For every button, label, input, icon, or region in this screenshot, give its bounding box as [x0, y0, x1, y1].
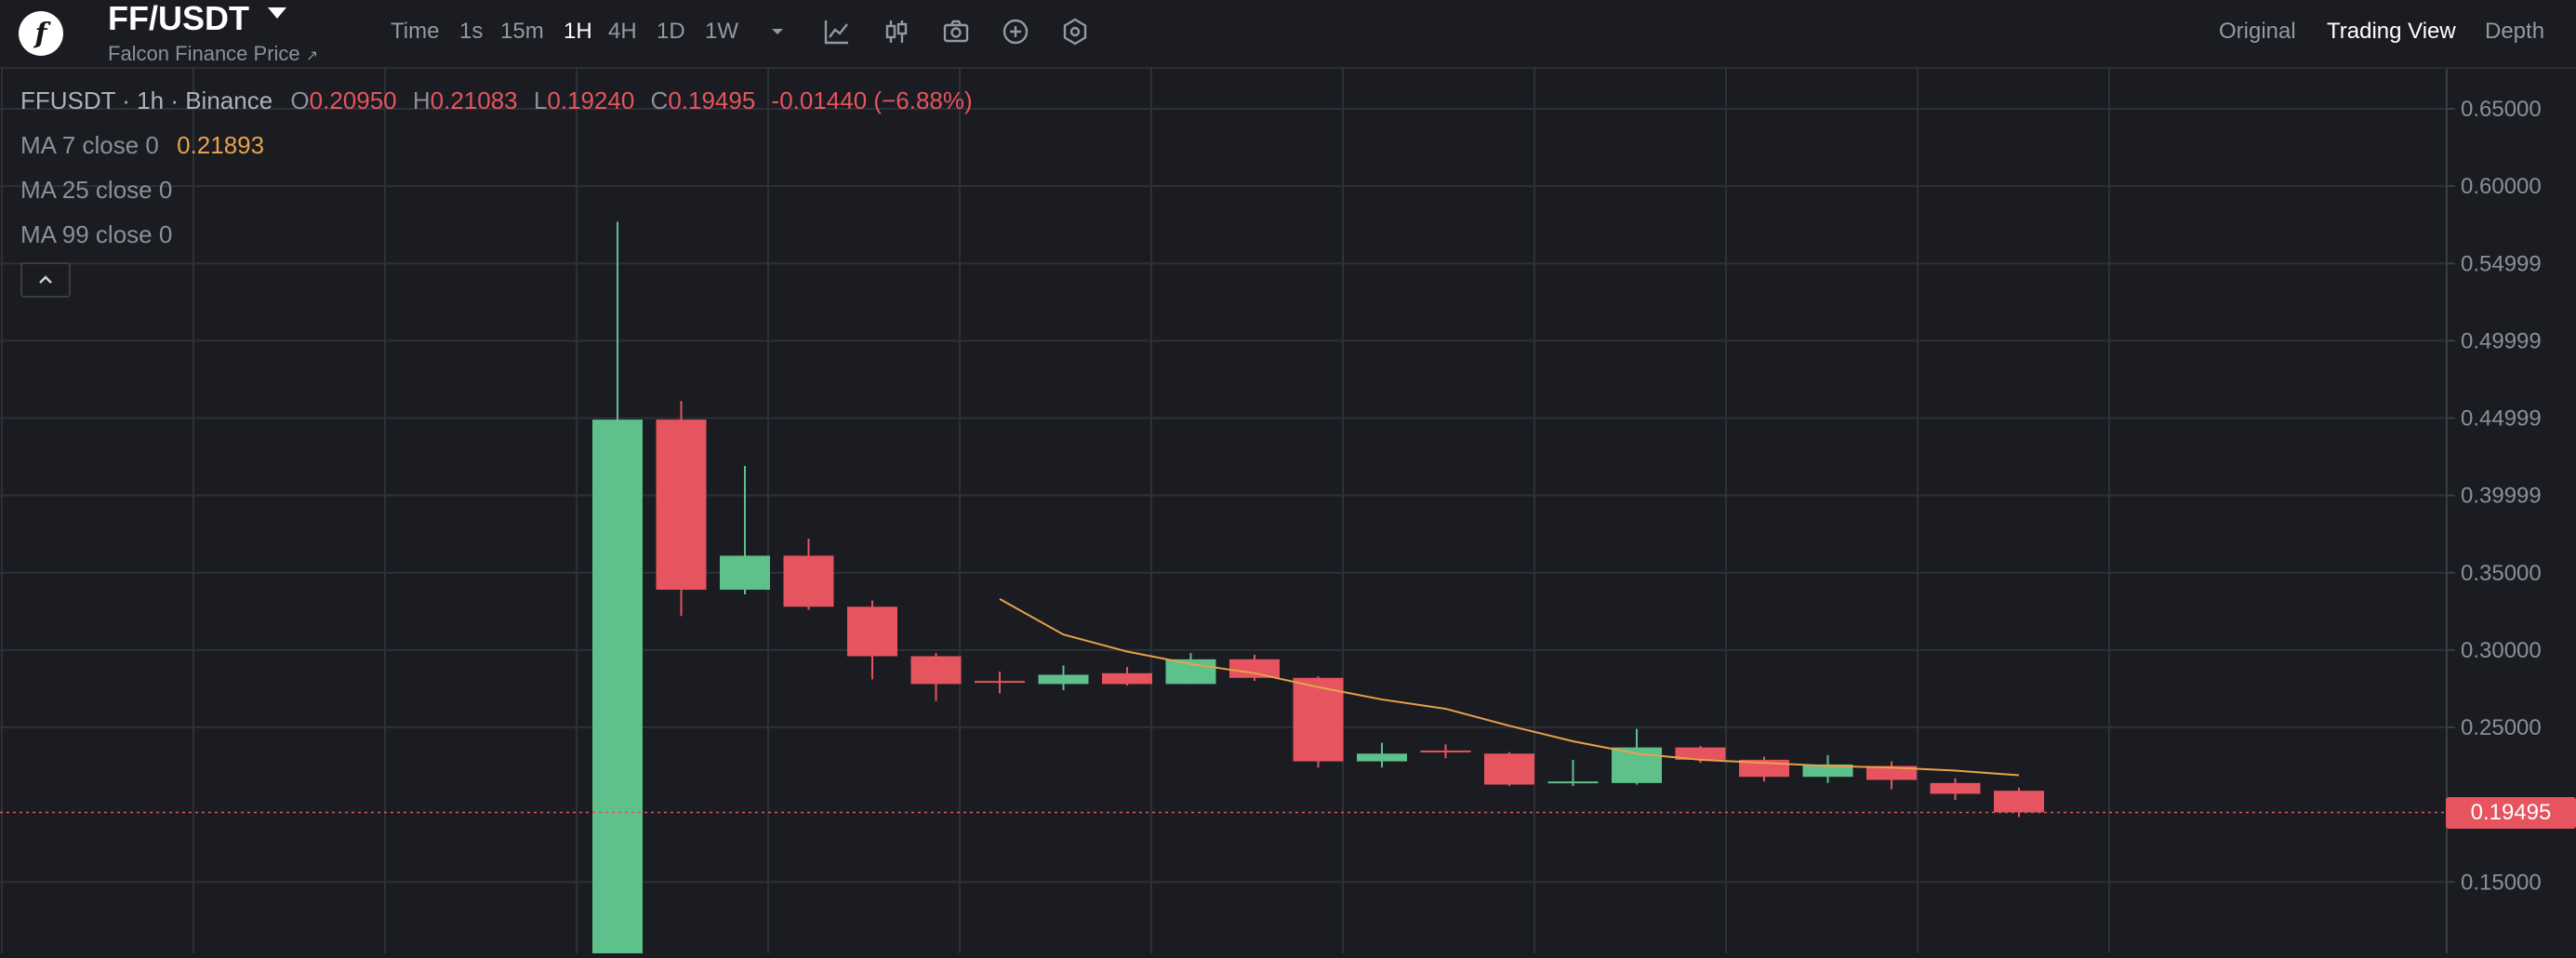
- candle-body-down: [1930, 782, 1981, 794]
- collapse-legend-button[interactable]: [20, 262, 71, 298]
- falcon-finance-logo-icon: f: [19, 11, 63, 56]
- view-trading-view-tab[interactable]: Trading View: [2327, 19, 2456, 44]
- open-value: 0.20950: [309, 86, 397, 114]
- view-original-tab[interactable]: Original: [2219, 19, 2296, 44]
- price-axis[interactable]: 0.65000 0.60000 0.54999 0.49999 0.44999 0.399…: [2446, 69, 2576, 953]
- price-page-link-label: Falcon Finance Price: [108, 42, 300, 65]
- candle-body-down: [975, 681, 1025, 684]
- change-value: -0.01440 (−6.88%): [771, 86, 973, 114]
- pair-selector[interactable]: FF/USDT: [108, 0, 249, 37]
- candle-body-down: [1229, 659, 1280, 678]
- ma7-line: [999, 598, 2020, 777]
- y-tick-label: 0.39999: [2461, 484, 2542, 509]
- add-icon[interactable]: [1001, 17, 1030, 47]
- candle-type-icon[interactable]: [882, 17, 911, 47]
- ohlc-legend: FFUSDT · 1h · Binance O0.20950 H0.21083 …: [20, 85, 973, 116]
- ma25-legend[interactable]: MA 25 close 0: [20, 174, 172, 206]
- more-timeframes-chevron-icon[interactable]: [763, 17, 792, 47]
- settings-hex-icon[interactable]: [1060, 17, 1090, 47]
- low-label: L: [533, 86, 548, 114]
- candle-body-down: [1293, 677, 1344, 762]
- candle-body-up: [592, 419, 643, 953]
- close-label: C: [650, 86, 669, 114]
- tab-15m[interactable]: 15m: [500, 19, 544, 44]
- y-tick-label: 0.44999: [2461, 406, 2542, 432]
- ma7-label: MA 7 close 0: [20, 131, 159, 159]
- tab-1w[interactable]: 1W: [705, 19, 738, 44]
- candle-body-down: [783, 555, 834, 607]
- candle-body-up: [1357, 753, 1407, 762]
- candlestick-chart[interactable]: [0, 69, 2446, 953]
- candle-body-down: [656, 419, 707, 591]
- candle-body-down: [1866, 765, 1917, 780]
- view-depth-tab[interactable]: Depth: [2485, 19, 2545, 44]
- close-value: 0.19495: [668, 86, 756, 114]
- y-tick-label: 0.30000: [2461, 638, 2542, 663]
- ma99-label: MA 99 close 0: [20, 220, 173, 248]
- y-tick-label: 0.35000: [2461, 561, 2542, 586]
- low-value: 0.19240: [547, 86, 635, 114]
- tab-4h[interactable]: 4H: [608, 19, 637, 44]
- indicator-icon[interactable]: [822, 17, 852, 47]
- candle-body-up: [1547, 781, 1599, 784]
- price-axis-ticks: 0.65000 0.60000 0.54999 0.49999 0.44999 0.399…: [2448, 97, 2542, 895]
- y-tick-label: 0.60000: [2461, 174, 2542, 199]
- high-value: 0.21083: [430, 86, 518, 114]
- ma7-value: 0.21893: [177, 131, 265, 159]
- open-label: O: [290, 86, 310, 114]
- chevron-down-icon[interactable]: [268, 7, 286, 19]
- ma25-label: MA 25 close 0: [20, 176, 173, 204]
- candle-body-up: [1802, 764, 1853, 778]
- symbol-line: FFUSDT · 1h · Binance: [20, 86, 273, 114]
- high-label: H: [412, 86, 431, 114]
- price-page-link[interactable]: Falcon Finance Price ↗: [108, 41, 318, 70]
- candle-body-up: [720, 555, 770, 591]
- tab-1d[interactable]: 1D: [657, 19, 685, 44]
- y-tick-label: 0.49999: [2461, 328, 2542, 353]
- candle-body-down: [1484, 753, 1534, 785]
- candle-body-down: [847, 606, 897, 657]
- tab-1h[interactable]: 1H: [564, 19, 592, 44]
- y-tick-label: 0.65000: [2461, 97, 2542, 122]
- ma99-legend[interactable]: MA 99 close 0: [20, 219, 172, 250]
- y-tick-label: 0.25000: [2461, 715, 2542, 740]
- candle-body-down: [910, 656, 962, 685]
- candle-body-up: [1038, 674, 1089, 685]
- candle-body-down: [1994, 791, 2044, 813]
- top-bar: f FF/USDT Falcon Finance Price ↗ Time 1s…: [0, 0, 2576, 69]
- tab-time[interactable]: Time: [391, 19, 440, 44]
- y-tick-label: 0.54999: [2461, 251, 2542, 276]
- external-link-icon: ↗: [305, 48, 319, 64]
- ma7-legend[interactable]: MA 7 close 0 0.21893: [20, 129, 264, 161]
- chevron-up-icon: [39, 275, 52, 284]
- candle-body-down: [1102, 672, 1152, 685]
- camera-icon[interactable]: [941, 17, 971, 47]
- candle-body-down: [1675, 747, 1726, 760]
- tab-1s[interactable]: 1s: [459, 19, 484, 44]
- last-price-badge: 0.19495: [2446, 796, 2576, 829]
- y-tick-label: 0.15000: [2461, 870, 2542, 895]
- candle-body-down: [1420, 750, 1471, 752]
